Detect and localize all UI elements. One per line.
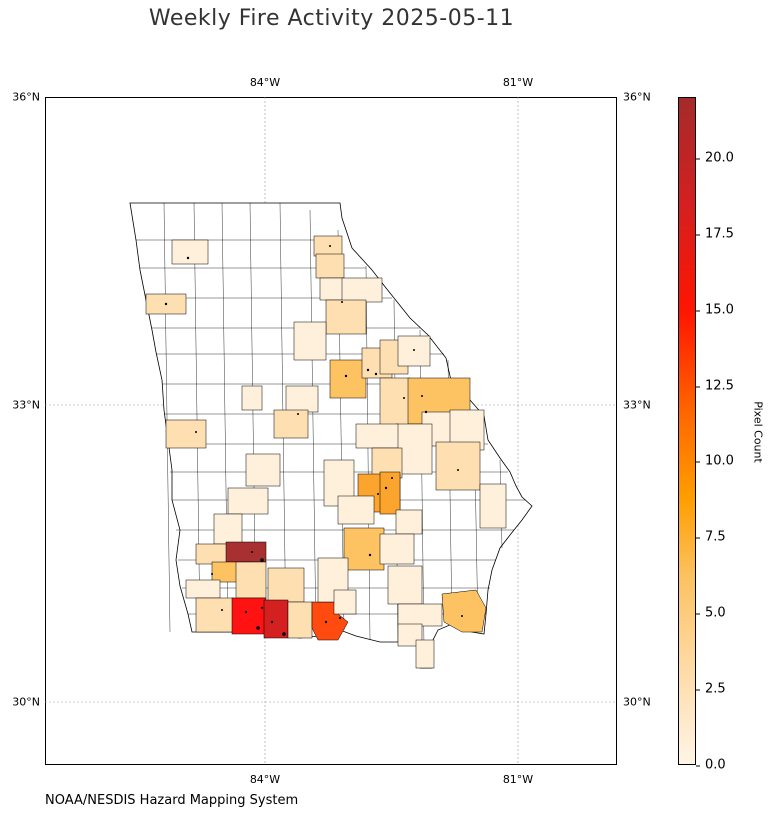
county-fill xyxy=(213,513,243,545)
county-fill xyxy=(395,509,423,535)
colorbar-label: Pixel Count xyxy=(751,401,765,463)
county-fill xyxy=(397,603,443,627)
county-fill xyxy=(341,277,383,303)
map-frame xyxy=(45,97,617,765)
lon-label-bottom: 84°W xyxy=(249,773,281,786)
county-fill xyxy=(267,567,305,603)
colorbar-tick: 20.0 xyxy=(696,151,734,166)
colorbar-tick: 15.0 xyxy=(696,303,734,318)
county-fill xyxy=(379,377,411,429)
lon-label-top: 81°W xyxy=(502,76,534,89)
colorbar xyxy=(678,97,696,765)
county-fill xyxy=(241,385,263,411)
county-fill xyxy=(441,589,487,633)
lon-label-top: 84°W xyxy=(249,76,281,89)
county-fill xyxy=(355,423,399,449)
county-fill xyxy=(387,565,423,605)
colorbar-tick: 12.5 xyxy=(696,379,734,394)
county-fill xyxy=(379,533,415,565)
county-fill xyxy=(415,639,435,669)
colorbar-tick: 2.5 xyxy=(696,682,726,697)
lat-label-left: 30°N xyxy=(12,695,40,709)
colorbar-tick: 10.0 xyxy=(696,454,734,469)
county-fill xyxy=(333,589,357,615)
map-title: Weekly Fire Activity 2025-05-11 xyxy=(148,6,515,31)
county-fill xyxy=(195,597,235,633)
county-fill xyxy=(245,453,281,487)
county-fill xyxy=(343,527,385,571)
county-fill xyxy=(325,299,367,335)
lat-label-left: 36°N xyxy=(12,90,40,104)
county-fill xyxy=(293,321,327,361)
county-fill xyxy=(315,253,345,279)
county-fill xyxy=(165,419,207,449)
source-credit: NOAA/NESDIS Hazard Mapping System xyxy=(45,793,299,808)
county-fill xyxy=(235,561,267,599)
county-fill xyxy=(379,471,401,515)
colorbar-tick: 0.0 xyxy=(696,758,726,773)
colorbar-tick: 5.0 xyxy=(696,606,726,621)
county-fill xyxy=(317,557,349,603)
county-fill xyxy=(313,235,343,257)
colorbar-tick: 17.5 xyxy=(696,227,734,242)
county-fill xyxy=(171,239,209,265)
county-fill xyxy=(273,409,309,439)
lat-label-right: 33°N xyxy=(623,398,651,412)
county-fill xyxy=(185,579,221,599)
county-fill xyxy=(435,441,481,491)
county-fill xyxy=(227,487,269,515)
lat-label-right: 30°N xyxy=(623,695,651,709)
lon-label-bottom: 81°W xyxy=(502,773,534,786)
county-fill xyxy=(285,385,319,413)
lat-label-right: 36°N xyxy=(623,90,651,104)
county-fill xyxy=(287,601,313,639)
county-fill xyxy=(479,483,507,529)
colorbar-tick: 7.5 xyxy=(696,530,726,545)
county-fill xyxy=(195,543,229,565)
county-fill xyxy=(231,597,267,635)
county-fill xyxy=(319,277,345,301)
lat-label-left: 33°N xyxy=(12,398,40,412)
county-fill xyxy=(225,541,267,563)
county-fill xyxy=(329,359,367,399)
county-fill xyxy=(337,495,375,525)
fire-detections xyxy=(164,245,463,636)
